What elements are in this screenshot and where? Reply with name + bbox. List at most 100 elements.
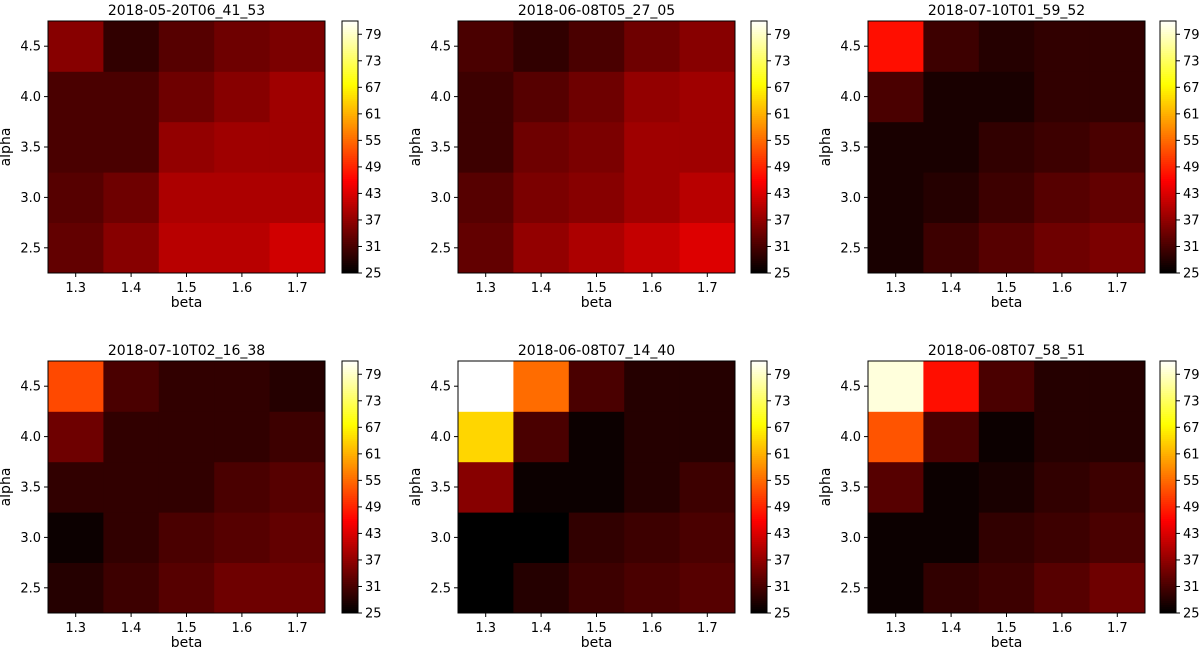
colorbar-segment [342,136,358,140]
colorbar-segment [751,421,767,425]
colorbar-segment [1160,596,1176,599]
colorbar-segment [751,266,767,270]
colorbar-segment [1160,39,1176,43]
colorbar: 25 31 37 43 49 55 61 67 73 79 [341,20,382,282]
y-axis-label: alpha [408,468,424,507]
heatmap-cell [1034,21,1090,72]
colorbar-segment [751,478,767,482]
colorbar-segment [751,159,767,163]
colorbar-tick-label: 61 [365,447,382,462]
colorbar-segment [751,63,767,66]
colorbar-segment [342,545,358,549]
colorbar-segment [1160,396,1176,400]
colorbar-segment [751,419,767,423]
colorbar-segment [342,400,358,404]
x-tick-label: 1.3 [885,281,906,296]
colorbar-segment [751,134,767,137]
colorbar-segment [342,140,358,144]
panel-title: 2018-06-08T07_14_40 [518,343,675,359]
colorbar-segment [1160,566,1176,570]
colorbar-segment [751,403,767,406]
colorbar-segment [342,432,358,435]
colorbar-segment [751,270,767,274]
colorbar-segment [1160,195,1176,198]
colorbar-tick-label: 25 [1183,267,1200,282]
heatmap-panel-4: 2018-07-10T02_16_38 1.3 1.4 1.5 1.6 1.7 2.5 3.0… [0,343,382,651]
colorbar-segment [342,69,358,72]
x-tick-label: 1.6 [232,621,253,636]
colorbar-segment [342,405,358,408]
heatmap-cell [679,222,736,274]
colorbar-segment [342,210,358,213]
colorbar-tick-label: 25 [774,607,791,622]
colorbar-segment [342,75,358,79]
colorbar-segment [1160,157,1176,161]
colorbar-segment [342,566,358,570]
colorbar: 25 31 37 43 49 55 61 67 73 79 [341,360,382,622]
heatmap-cell [214,461,270,513]
colorbar-segment [751,233,767,236]
colorbar-segment [751,361,767,364]
colorbar-segment [751,168,767,171]
colorbar-segment [751,86,767,89]
colorbar-segment [751,440,767,444]
heatmap-cell [214,562,270,614]
y-axis-label: alpha [818,468,834,507]
colorbar-segment [342,537,358,540]
colorbar-segment [1160,499,1176,503]
colorbar-segment [751,526,767,530]
colorbar-segment [342,21,358,24]
colorbar-segment [1160,199,1176,203]
colorbar-tick-label: 67 [1183,81,1200,96]
colorbar-segment [751,602,767,606]
colorbar-segment [342,245,358,249]
colorbar-segment [1160,178,1176,182]
colorbar-segment [342,449,358,452]
panel-title: 2018-07-10T02_16_38 [108,343,265,359]
heatmap-cell [158,411,215,463]
heatmap-cell [568,71,625,123]
colorbar-segment [342,56,358,60]
colorbar-segment [1160,228,1176,232]
colorbar-segment [751,451,767,454]
colorbar-segment [1160,457,1176,461]
colorbar-segment [1160,583,1176,587]
y-tick-label: 4.5 [20,380,41,395]
colorbar-segment [342,222,358,226]
colorbar-segment [1160,92,1176,95]
colorbar-segment [1160,550,1176,553]
colorbar-segment [342,252,358,255]
colorbar-segment [342,233,358,236]
colorbar-segment [751,128,767,131]
colorbar-segment [1160,247,1176,251]
colorbar-segment [342,371,358,375]
colorbar-segment [751,107,767,110]
heatmap-cell [214,21,270,72]
x-tick-label: 1.7 [697,621,718,636]
colorbar-segment [1160,497,1176,501]
heatmap-cell [269,411,326,463]
colorbar-segment [1160,377,1176,381]
heatmap-cell [214,121,270,173]
colorbar-segment [751,262,767,266]
y-tick-label: 3.5 [840,141,861,156]
heatmap-cell [458,21,514,72]
colorbar-segment [751,123,767,127]
colorbar-segment [342,373,358,377]
colorbar-segment [751,243,767,247]
heatmap-cell [568,21,625,72]
colorbar-segment [751,373,767,377]
colorbar-segment [751,130,767,133]
colorbar-segment [751,455,767,459]
heatmap-cell [624,172,680,223]
colorbar-segment [751,21,767,24]
colorbar-frame [750,360,768,614]
y-tick-label: 3.5 [430,141,451,156]
colorbar-segment [342,165,358,169]
colorbar-segment [342,172,358,175]
colorbar-segment [751,231,767,234]
colorbar-segment [751,140,767,144]
colorbar-segment [1160,96,1176,100]
heatmap-cell [568,172,625,223]
colorbar-segment [1160,543,1176,547]
